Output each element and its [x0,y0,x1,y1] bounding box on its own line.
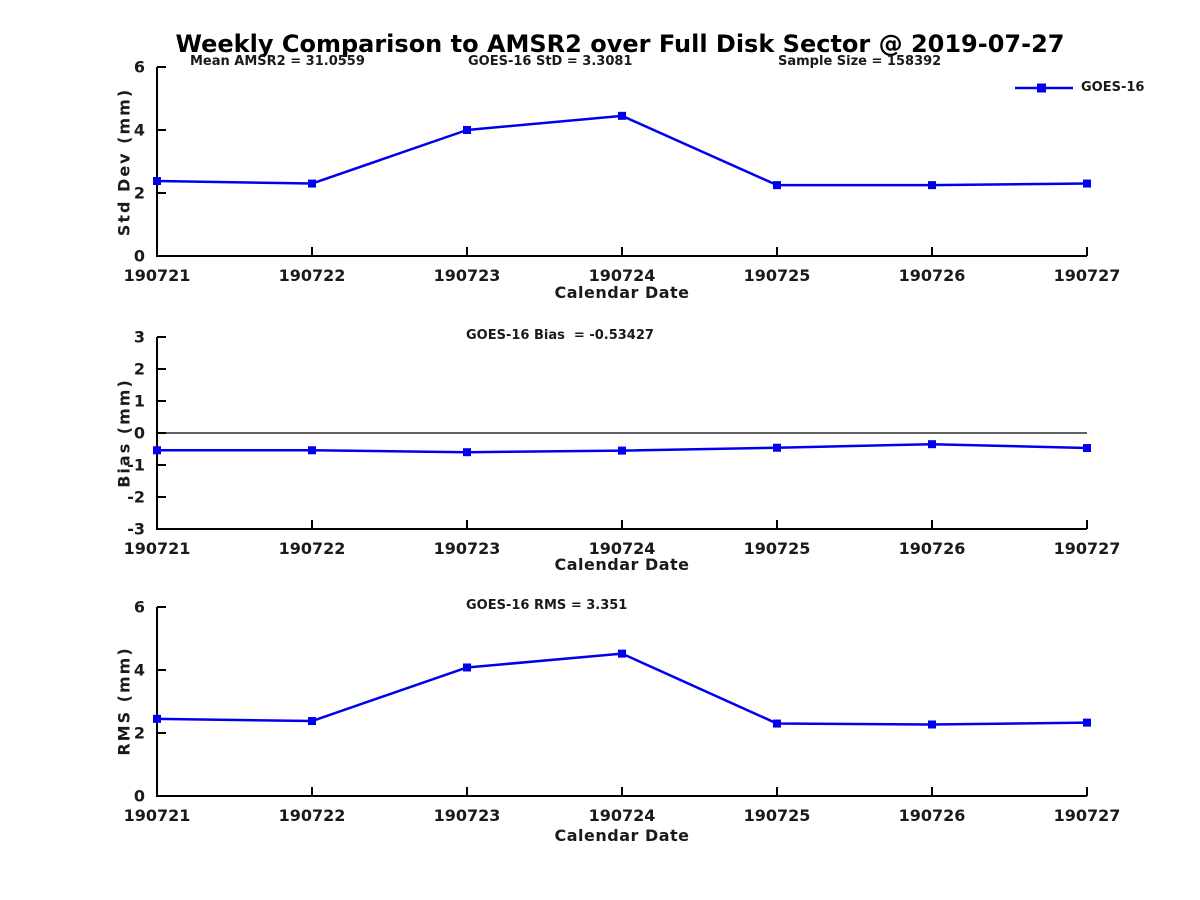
data-point-marker [463,663,471,672]
data-point-marker [1083,179,1091,188]
y-tick-label: 2 [134,360,145,379]
ylabel-rms: RMS (mm) [114,646,134,756]
data-point-marker [463,126,471,134]
y-tick-label: 0 [134,787,145,806]
xlabel-calendar-date-2: Calendar Date [554,555,690,574]
data-point-marker [618,446,626,455]
series-line-std-dev [156,114,1088,187]
data-point-marker [928,720,936,729]
y-tick-label: 4 [134,661,145,680]
data-point-marker [153,177,161,186]
y-tick-label: 4 [134,121,145,140]
legend: GOES-16 [1014,80,1144,95]
x-tick-label: 190726 [899,266,966,285]
annotation-mean-amsr2: Mean AMSR2 = 31.0559 [190,54,365,69]
x-tick-label: 190723 [434,539,501,558]
x-tick-label: 190721 [124,806,191,825]
data-point-marker [153,714,161,723]
x-tick-label: 190723 [434,266,501,285]
y-tick-label: -1 [127,456,145,475]
data-point-marker [618,111,626,120]
y-tick-label: 0 [134,424,145,443]
series-line-rms [156,652,1088,726]
x-tick-label: 190721 [124,539,191,558]
annotation-goes16-rms: GOES-16 RMS = 3.351 [466,598,628,613]
annotation-goes16-std: GOES-16 StD = 3.3081 [468,54,633,69]
y-tick-label: 2 [134,184,145,203]
y-tick-label: 6 [134,598,145,617]
figure-title: Weekly Comparison to AMSR2 over Full Dis… [175,30,1065,58]
data-point-marker [618,649,626,658]
data-point-marker [463,448,471,457]
data-point-marker [773,719,781,728]
y-tick-label: 6 [134,58,145,77]
subplot-bias: -3 -2 -1 0 1 2 3 190721 190722 190723 190724 190725… [124,328,1121,558]
x-tick-label: 190726 [899,539,966,558]
data-point-marker [773,181,781,190]
data-point-marker [308,446,316,455]
x-tick-label: 190722 [279,806,346,825]
x-tick-label: 190725 [744,539,811,558]
x-tick-label: 190725 [744,806,811,825]
series-markers-rms [153,649,1091,729]
y-tick-label: 1 [134,392,145,411]
x-tick-label: 190721 [124,266,191,285]
legend-line-sample-icon [1015,83,1073,92]
subplot-std-dev: 0 2 4 6 190721 190722 190723 190724 190725 190726… [124,58,1121,285]
legend-label: GOES-16 [1081,80,1145,95]
y-tick-label: 2 [134,724,145,743]
annotation-sample-size: Sample Size = 158392 [778,54,942,69]
xlabel-calendar-date-1: Calendar Date [554,283,690,302]
y-tick-label: 3 [134,328,145,347]
data-point-marker [153,446,161,455]
x-tick-label: 190723 [434,806,501,825]
data-point-marker [308,717,316,726]
data-point-marker [1083,444,1091,453]
data-point-marker [928,440,936,449]
x-tick-label: 190724 [589,806,656,825]
x-tick-label: 190724 [589,266,656,285]
data-point-marker [928,181,936,190]
data-point-marker [1083,718,1091,727]
series-markers-std-dev [153,111,1091,190]
x-tick-label: 190725 [744,266,811,285]
x-tick-label: 190722 [279,539,346,558]
annotation-goes16-bias: GOES-16 Bias = -0.53427 [466,328,654,343]
ylabel-bias: Bias (mm) [114,378,134,488]
series-markers-bias [153,440,1091,457]
x-tick-label: 190727 [1054,539,1121,558]
ylabel-std-dev: Std Dev (mm) [114,87,134,237]
x-tick-label: 190727 [1054,266,1121,285]
data-point-marker [308,179,316,188]
y-tick-label: 0 [134,247,145,266]
x-tick-label: 190726 [899,806,966,825]
x-tick-label: 190724 [589,539,656,558]
y-tick-label: -3 [127,520,145,539]
x-tick-label: 190727 [1054,806,1121,825]
y-tick-label: -2 [127,488,145,507]
xlabel-calendar-date-3: Calendar Date [554,826,690,845]
data-point-marker [773,443,781,452]
x-tick-label: 190722 [279,266,346,285]
subplot-rms: 0 2 4 6 190721 190722 190723 190724 190725 190726… [124,598,1121,825]
